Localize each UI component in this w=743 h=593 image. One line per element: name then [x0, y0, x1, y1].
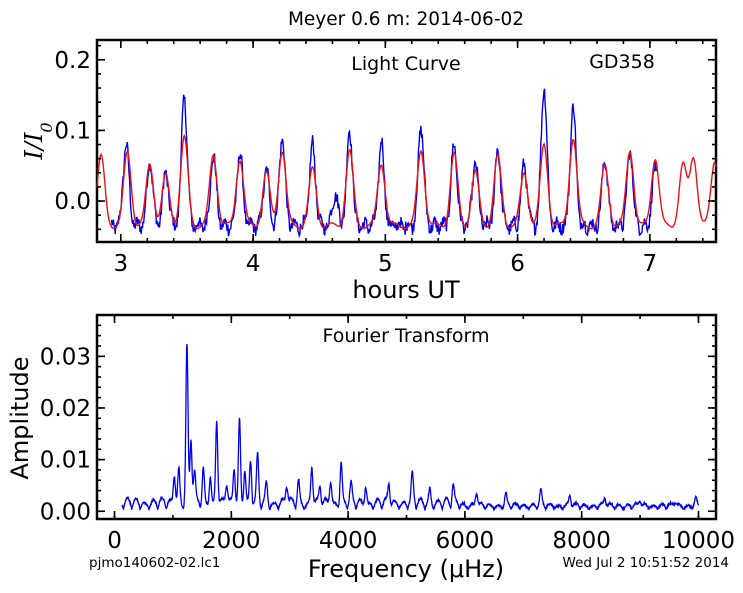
y-tick-label: 0.2 — [54, 48, 91, 74]
x-tick-label: 4 — [246, 251, 261, 277]
fourier-series — [121, 343, 700, 513]
y-tick-label: 0.01 — [40, 448, 91, 474]
fourier-title: Fourier Transform — [322, 325, 489, 347]
y-tick-label: 0.00 — [40, 499, 91, 525]
x-tick-label: 2000 — [202, 528, 261, 554]
y-tick-label: 0.02 — [40, 396, 91, 422]
light-curve-ticks: 3 4 5 6 7 0.0 0.1 0.2 — [54, 40, 716, 277]
light-curve-panel: 3 4 5 6 7 0.0 0.1 0.2 Light Curve GD358 hours U… — [20, 38, 718, 304]
x-tick-label: 4000 — [319, 528, 378, 554]
x-tick-label: 10000 — [662, 528, 735, 554]
x-tick-label: 6 — [510, 251, 525, 277]
fourier-x-axis-label: Frequency (μHz) — [308, 555, 504, 583]
light-curve-data-line — [110, 88, 658, 239]
x-tick-label: 3 — [113, 251, 128, 277]
light-curve-series — [96, 88, 717, 239]
light-curve-model-line — [96, 133, 717, 230]
light-curve-plot-area — [95, 38, 718, 244]
fourier-ticks: 0 2000 4000 6000 8000 10000 0.00 0.01 0.02 0.03 — [40, 315, 735, 554]
x-tick-label: 7 — [643, 251, 658, 277]
x-tick-label: 8000 — [552, 528, 611, 554]
x-tick-label: 6000 — [436, 528, 495, 554]
fourier-y-axis-label: Amplitude — [6, 357, 34, 480]
light-curve-title: Light Curve — [351, 53, 461, 75]
figure-title: Meyer 0.6 m: 2014-06-02 — [288, 9, 524, 30]
light-curve-x-axis-label: hours UT — [352, 276, 460, 304]
fourier-panel: 0 2000 4000 6000 8000 10000 0.00 0.01 0.02 0.03 F… — [6, 313, 735, 583]
light-curve-y-axis-label: I/I0 — [20, 122, 56, 160]
star-name-label: GD358 — [589, 51, 655, 73]
footer-timestamp: Wed Jul 2 10:51:52 2014 — [563, 555, 729, 571]
fourier-amplitude-line — [121, 343, 700, 513]
y-tick-label: 0.1 — [54, 118, 91, 144]
x-tick-label: 5 — [378, 251, 393, 277]
x-tick-label: 0 — [107, 528, 122, 554]
footer-filename: pjmo140602-02.lc1 — [89, 555, 220, 571]
y-tick-label: 0.0 — [54, 189, 91, 215]
y-tick-label: 0.03 — [40, 344, 91, 370]
